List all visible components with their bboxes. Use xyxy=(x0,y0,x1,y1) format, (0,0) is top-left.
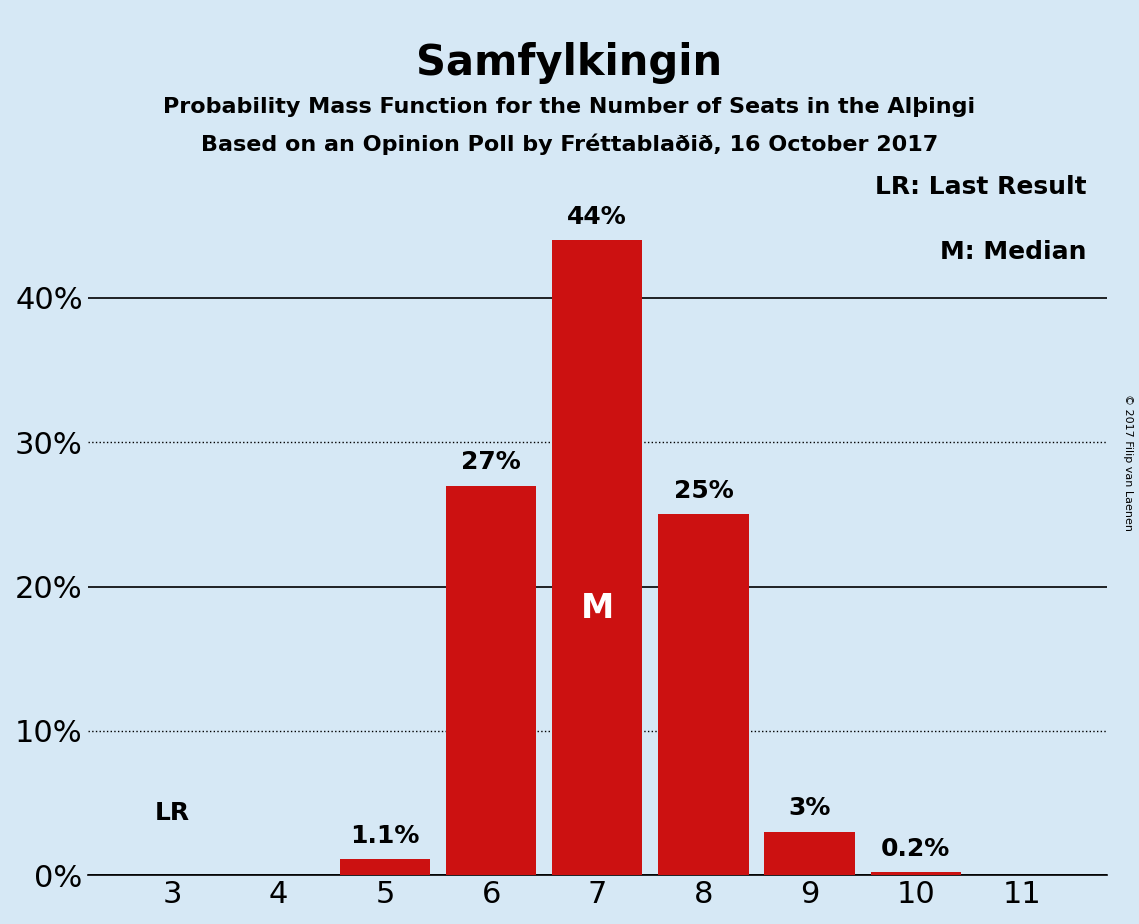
Text: Samfylkingin: Samfylkingin xyxy=(417,42,722,83)
Text: © 2017 Filip van Laenen: © 2017 Filip van Laenen xyxy=(1123,394,1133,530)
Bar xyxy=(764,832,854,875)
Text: M: M xyxy=(581,592,614,625)
Bar xyxy=(339,859,431,875)
Bar xyxy=(870,872,961,875)
Text: LR: LR xyxy=(155,800,190,824)
Text: 27%: 27% xyxy=(461,450,521,474)
Text: Based on an Opinion Poll by Fréttablaðið, 16 October 2017: Based on an Opinion Poll by Fréttablaðið… xyxy=(200,134,939,155)
Text: 25%: 25% xyxy=(673,479,734,503)
Text: LR: Last Result: LR: Last Result xyxy=(875,176,1087,200)
Bar xyxy=(658,515,748,875)
Text: 44%: 44% xyxy=(567,204,628,228)
Text: 1.1%: 1.1% xyxy=(350,823,419,847)
Bar xyxy=(552,240,642,875)
Text: 0.2%: 0.2% xyxy=(882,837,950,861)
Text: 3%: 3% xyxy=(788,796,830,821)
Text: Probability Mass Function for the Number of Seats in the Alþingi: Probability Mass Function for the Number… xyxy=(163,97,976,117)
Bar xyxy=(446,485,536,875)
Text: M: Median: M: Median xyxy=(940,240,1087,264)
